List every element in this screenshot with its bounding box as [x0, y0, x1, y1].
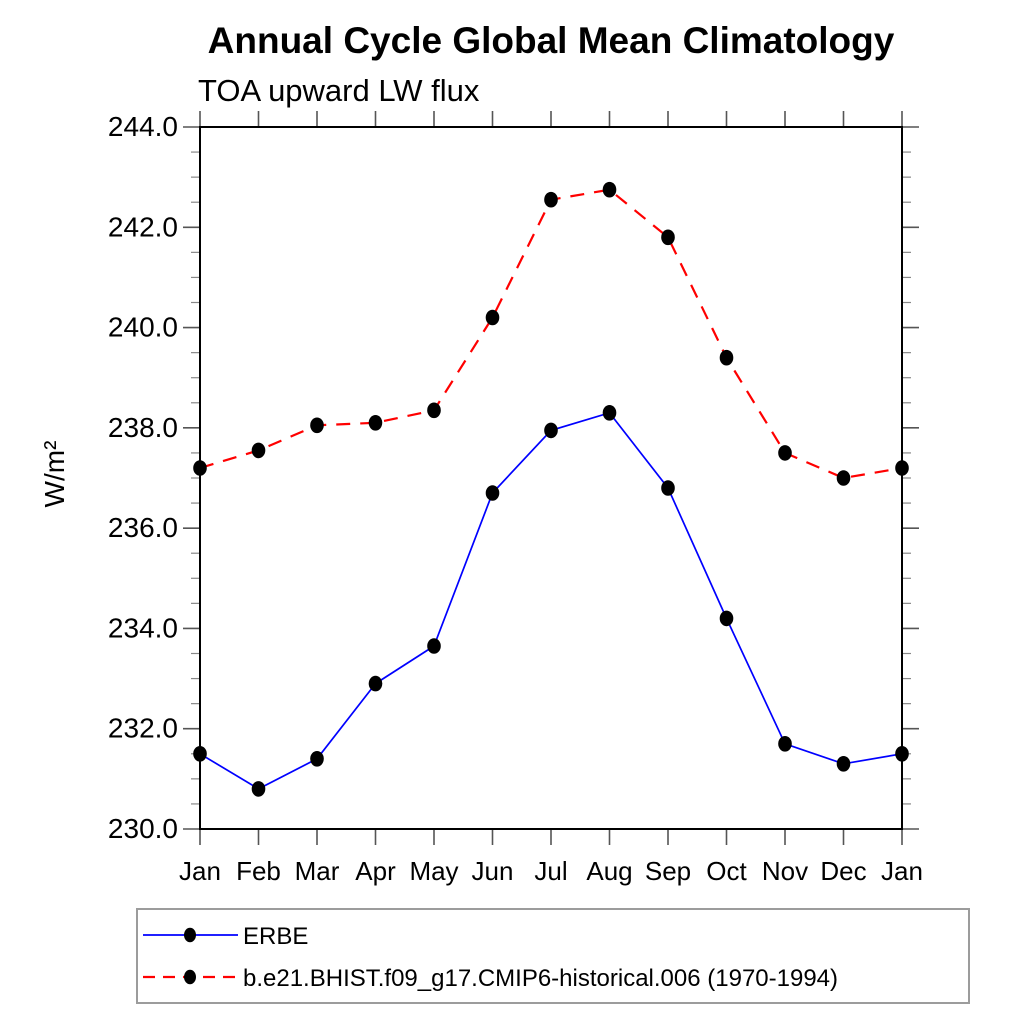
- x-tick-label: Oct: [706, 856, 747, 886]
- legend-label-0: ERBE: [243, 923, 308, 950]
- data-point-marker: [661, 480, 675, 496]
- y-tick-label: 242.0: [108, 211, 178, 242]
- legend-entry-model: b.e21.BHIST.f09_g17.CMIP6-historical.006…: [143, 965, 838, 992]
- y-tick-label: 238.0: [108, 412, 178, 443]
- legend-entry-erbe: ERBE: [143, 923, 308, 950]
- x-tick-label: Feb: [236, 856, 281, 886]
- data-point-marker: [193, 746, 207, 762]
- data-point-marker: [544, 191, 558, 208]
- y-tick-label: 232.0: [108, 713, 178, 744]
- data-point-marker: [895, 460, 909, 476]
- x-tick-label: Jan: [881, 856, 923, 886]
- y-tick-label: 244.0: [108, 111, 178, 142]
- data-point-marker: [778, 445, 792, 461]
- legend-label-1: b.e21.BHIST.f09_g17.CMIP6-historical.006…: [243, 965, 838, 992]
- plot-area: 230.0 232.0 234.0 236.0 238.0 240.0 242.0 244.0…: [108, 111, 923, 886]
- y-tick-label: 240.0: [108, 312, 178, 343]
- legend: ERBE b.e21.BHIST.f09_g17.CMIP6-historica…: [136, 908, 970, 1004]
- data-point-marker: [602, 405, 617, 421]
- data-point-marker: [836, 756, 851, 772]
- plot-frame: [199, 126, 903, 830]
- x-tick-label: May: [409, 856, 458, 886]
- x-tick-label: Jul: [534, 856, 567, 886]
- x-tick-label: Nov: [762, 856, 808, 886]
- data-point-marker: [485, 485, 500, 501]
- x-tick-label: Jun: [472, 856, 514, 886]
- data-point-marker: [602, 181, 617, 198]
- x-tick-label: Sep: [645, 856, 691, 886]
- data-point-marker: [661, 229, 675, 246]
- x-tick-label: Aug: [586, 856, 632, 886]
- data-point-marker: [895, 746, 909, 762]
- x-tick-label: Dec: [820, 856, 866, 886]
- legend-marker-1-circle-icon: [184, 969, 196, 985]
- legend-box: [136, 908, 970, 1004]
- legend-marker-0-circle-icon: [184, 927, 196, 943]
- chart-subtitle: TOA upward LW flux: [198, 73, 480, 108]
- y-tick-label: 236.0: [108, 512, 178, 543]
- y-axis-title: W/m²: [39, 441, 70, 508]
- data-point-marker: [310, 417, 324, 434]
- chart-title: Annual Cycle Global Mean Climatology: [208, 20, 895, 61]
- data-point-marker: [427, 402, 441, 419]
- data-point-marker: [368, 675, 383, 692]
- data-point-marker: [427, 638, 441, 654]
- data-point-marker: [485, 309, 500, 326]
- data-point-marker: [778, 736, 792, 752]
- data-point-marker: [368, 415, 383, 431]
- data-point-marker: [719, 349, 734, 366]
- data-point-marker: [544, 422, 558, 439]
- data-point-marker: [193, 460, 207, 476]
- x-tick-label: Jan: [179, 856, 221, 886]
- data-point-marker: [251, 781, 266, 797]
- data-point-marker: [836, 470, 851, 486]
- data-point-marker: [251, 442, 266, 459]
- x-tick-label: Mar: [295, 856, 340, 886]
- x-tick-label: Apr: [355, 856, 396, 886]
- y-tick-label: 234.0: [108, 612, 178, 643]
- data-point-marker: [310, 751, 324, 767]
- data-point-marker: [719, 610, 734, 627]
- y-tick-label: 230.0: [108, 813, 178, 844]
